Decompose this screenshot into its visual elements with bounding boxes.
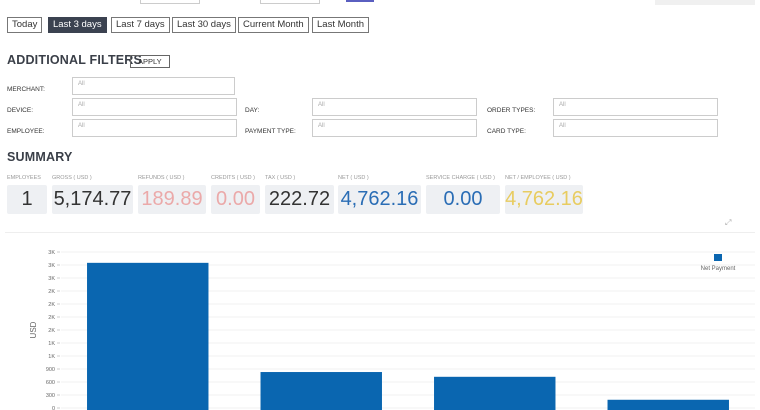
y-tick-label: 0 bbox=[52, 406, 55, 410]
cut-off-input bbox=[260, 0, 320, 4]
summary-value: 1 bbox=[7, 185, 47, 214]
placeholder: All bbox=[559, 102, 566, 108]
placeholder: All bbox=[318, 123, 325, 129]
filter-input[interactable]: All bbox=[553, 98, 718, 116]
bar bbox=[607, 399, 729, 410]
cut-off-button bbox=[346, 0, 374, 2]
summary-title: SUMMARY bbox=[7, 150, 73, 164]
filter-label: CARD TYPE: bbox=[487, 128, 526, 135]
y-tick-label: 3K bbox=[48, 263, 55, 269]
bar bbox=[260, 372, 382, 410]
summary-label: GROSS ( USD ) bbox=[52, 175, 92, 181]
y-tick-label: 3K bbox=[48, 250, 55, 256]
y-tick-label: 3K bbox=[48, 276, 55, 282]
summary-value: 189.89 bbox=[138, 185, 206, 214]
filter-label: PAYMENT TYPE: bbox=[245, 128, 296, 135]
summary-label: REFUNDS ( USD ) bbox=[138, 175, 185, 181]
summary-label: EMPLOYEES bbox=[7, 175, 41, 181]
placeholder: All bbox=[318, 102, 325, 108]
placeholder: All bbox=[78, 102, 85, 108]
summary-label: SERVICE CHARGE ( USD ) bbox=[426, 175, 495, 181]
filter-input[interactable]: All bbox=[72, 98, 237, 116]
filters-title: ADDITIONAL FILTERS bbox=[7, 53, 143, 67]
bar bbox=[87, 262, 209, 410]
date-button[interactable]: Last 3 days bbox=[48, 17, 107, 33]
y-tick-label: 1K bbox=[48, 341, 55, 347]
legend-swatch bbox=[714, 254, 722, 261]
filter-input[interactable]: All bbox=[72, 77, 235, 95]
summary-value: 0.00 bbox=[211, 185, 260, 214]
filter-label: EMPLOYEE: bbox=[7, 128, 45, 135]
placeholder: All bbox=[559, 123, 566, 129]
apply-button[interactable]: APPLY bbox=[130, 55, 170, 68]
filter-label: MERCHANT: bbox=[7, 86, 45, 93]
summary-label: TAX ( USD ) bbox=[265, 175, 296, 181]
filter-label: ORDER TYPES: bbox=[487, 107, 536, 114]
bar bbox=[434, 376, 556, 410]
summary-value: 222.72 bbox=[265, 185, 334, 214]
y-tick-label: 2K bbox=[48, 289, 55, 295]
date-button[interactable]: Today bbox=[7, 17, 43, 33]
summary-label: NET / EMPLOYEE ( USD ) bbox=[505, 175, 571, 181]
y-tick-label: 1K bbox=[48, 354, 55, 360]
summary-value: 4,762.16 bbox=[338, 185, 421, 214]
summary-value: 4,762.16 bbox=[505, 185, 583, 214]
divider bbox=[5, 232, 755, 233]
filter-input[interactable]: All bbox=[72, 119, 237, 137]
placeholder: All bbox=[78, 123, 85, 129]
date-button[interactable]: Last Month bbox=[312, 17, 369, 33]
filter-label: DEVICE: bbox=[7, 107, 34, 114]
summary-label: CREDITS ( USD ) bbox=[211, 175, 255, 181]
y-tick-label: 600 bbox=[46, 380, 55, 386]
expand-icon[interactable]: ⤢ bbox=[725, 218, 732, 227]
cut-off-input bbox=[140, 0, 200, 4]
summary-label: NET ( USD ) bbox=[338, 175, 369, 181]
filter-input[interactable]: All bbox=[312, 119, 477, 137]
y-tick-label: 900 bbox=[46, 367, 55, 373]
date-button[interactable]: Current Month bbox=[238, 17, 309, 33]
y-tick-label: 2K bbox=[48, 328, 55, 334]
summary-value: 0.00 bbox=[426, 185, 500, 214]
filter-input[interactable]: All bbox=[553, 119, 718, 137]
y-tick-label: 300 bbox=[46, 393, 55, 399]
summary-value: 5,174.77 bbox=[52, 185, 133, 214]
cut-off-panel bbox=[655, 0, 755, 5]
filter-input[interactable]: All bbox=[312, 98, 477, 116]
placeholder: All bbox=[78, 81, 85, 87]
filter-label: DAY: bbox=[245, 107, 260, 114]
date-button[interactable]: Last 30 days bbox=[172, 17, 236, 33]
y-axis-label: USD bbox=[29, 321, 38, 338]
legend-label: Net Payment bbox=[701, 266, 736, 272]
date-button[interactable]: Last 7 days bbox=[111, 17, 170, 33]
y-tick-label: 2K bbox=[48, 302, 55, 308]
y-tick-label: 2K bbox=[48, 315, 55, 321]
